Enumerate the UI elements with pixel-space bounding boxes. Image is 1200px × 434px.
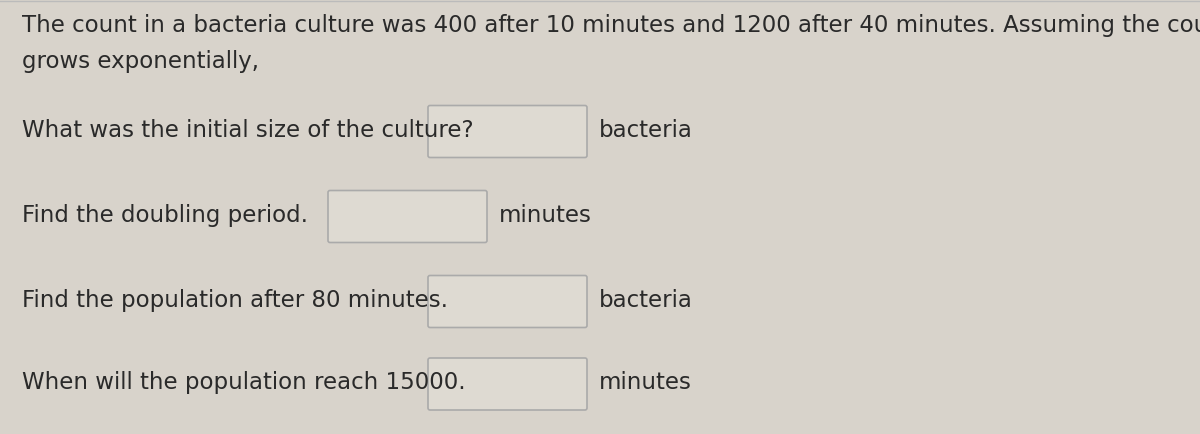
Text: When will the population reach 15000.: When will the population reach 15000. <box>22 371 466 394</box>
Text: What was the initial size of the culture?: What was the initial size of the culture… <box>22 119 474 141</box>
Text: minutes: minutes <box>599 371 692 394</box>
Text: minutes: minutes <box>499 204 592 227</box>
FancyBboxPatch shape <box>328 191 487 243</box>
FancyBboxPatch shape <box>428 358 587 410</box>
Text: The count in a bacteria culture was 400 after 10 minutes and 1200 after 40 minut: The count in a bacteria culture was 400 … <box>22 14 1200 37</box>
Text: bacteria: bacteria <box>599 288 692 311</box>
FancyBboxPatch shape <box>428 276 587 328</box>
Text: Find the population after 80 minutes.: Find the population after 80 minutes. <box>22 288 448 311</box>
FancyBboxPatch shape <box>428 106 587 158</box>
Text: grows exponentially,: grows exponentially, <box>22 50 259 73</box>
Text: bacteria: bacteria <box>599 119 692 141</box>
Text: Find the doubling period.: Find the doubling period. <box>22 204 308 227</box>
